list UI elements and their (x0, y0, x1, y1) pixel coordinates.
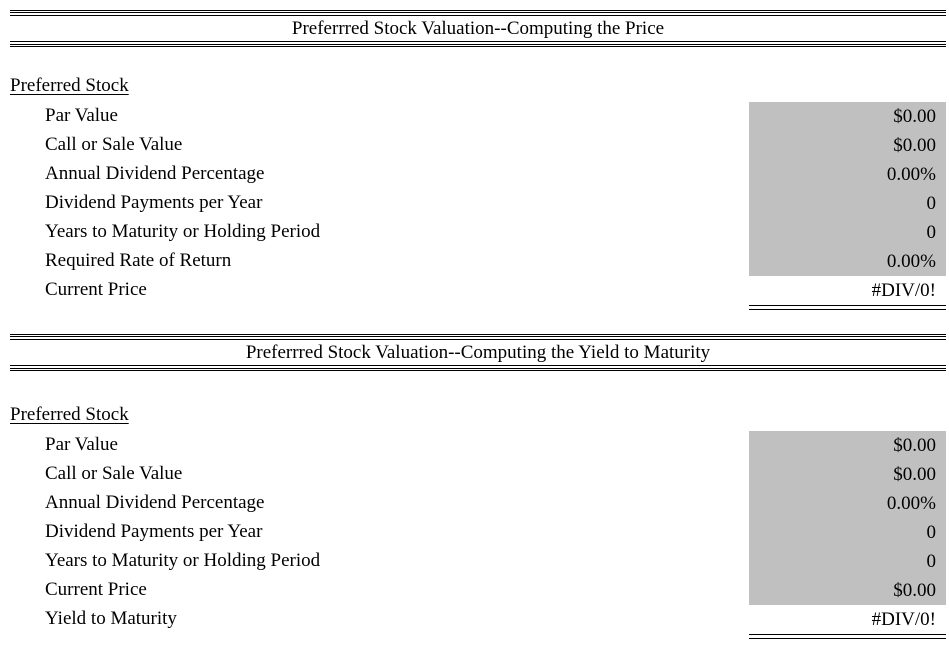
yield-to-maturity-result-cell[interactable]: #DIV/0! (749, 605, 946, 639)
ytm-row-dividend-percentage: Annual Dividend Percentage 0.00% (0, 489, 949, 518)
dividend-percentage-input-cell[interactable]: 0.00% (749, 489, 946, 518)
call-value-input-cell[interactable]: $0.00 (749, 131, 946, 160)
ytm-section-subheading: Preferred Stock (10, 404, 129, 425)
call-value-input-cell[interactable]: $0.00 (749, 460, 946, 489)
row-label: Current Price (45, 279, 147, 300)
row-label: Call or Sale Value (45, 134, 183, 155)
row-label: Par Value (45, 434, 118, 455)
row-label: Annual Dividend Percentage (45, 492, 265, 513)
payments-per-year-input-cell[interactable]: 0 (749, 518, 946, 547)
ytm-row-current-price: Current Price $0.00 (0, 576, 949, 605)
ytm-section-title-band: Preferrred Stock Valuation--Computing th… (10, 334, 946, 371)
ytm-row-par-value: Par Value $0.00 (0, 431, 949, 460)
row-label: Par Value (45, 105, 118, 126)
years-to-maturity-input-cell[interactable]: 0 (749, 547, 946, 576)
payments-per-year-input-cell[interactable]: 0 (749, 189, 946, 218)
row-label: Years to Maturity or Holding Period (45, 221, 321, 242)
row-label: Years to Maturity or Holding Period (45, 550, 321, 571)
current-price-result-cell[interactable]: #DIV/0! (749, 276, 946, 310)
price-row-current-price: Current Price #DIV/0! (0, 276, 949, 310)
price-row-years-to-maturity: Years to Maturity or Holding Period 0 (0, 218, 949, 247)
row-label: Call or Sale Value (45, 463, 183, 484)
row-label: Annual Dividend Percentage (45, 163, 265, 184)
par-value-input-cell[interactable]: $0.00 (749, 431, 946, 460)
row-label: Yield to Maturity (45, 608, 177, 629)
ytm-row-years-to-maturity: Years to Maturity or Holding Period 0 (0, 547, 949, 576)
price-section-subheading: Preferred Stock (10, 75, 129, 96)
ytm-row-call-value: Call or Sale Value $0.00 (0, 460, 949, 489)
current-price-input-cell[interactable]: $0.00 (749, 576, 946, 605)
dividend-percentage-input-cell[interactable]: 0.00% (749, 160, 946, 189)
row-label: Current Price (45, 579, 147, 600)
ytm-section-title: Preferrred Stock Valuation--Computing th… (245, 342, 711, 363)
price-section-title-band: Preferrred Stock Valuation--Computing th… (10, 10, 946, 47)
price-row-payments-per-year: Dividend Payments per Year 0 (0, 189, 949, 218)
row-label: Dividend Payments per Year (45, 192, 263, 213)
years-to-maturity-input-cell[interactable]: 0 (749, 218, 946, 247)
ytm-row-yield-to-maturity: Yield to Maturity #DIV/0! (0, 605, 949, 639)
ytm-row-payments-per-year: Dividend Payments per Year 0 (0, 518, 949, 547)
required-return-input-cell[interactable]: 0.00% (749, 247, 946, 276)
price-row-required-return: Required Rate of Return 0.00% (0, 247, 949, 276)
price-row-par-value: Par Value $0.00 (0, 102, 949, 131)
row-label: Required Rate of Return (45, 250, 232, 271)
price-row-dividend-percentage: Annual Dividend Percentage 0.00% (0, 160, 949, 189)
price-row-call-value: Call or Sale Value $0.00 (0, 131, 949, 160)
row-label: Dividend Payments per Year (45, 521, 263, 542)
price-section-title: Preferrred Stock Valuation--Computing th… (291, 18, 665, 39)
par-value-input-cell[interactable]: $0.00 (749, 102, 946, 131)
